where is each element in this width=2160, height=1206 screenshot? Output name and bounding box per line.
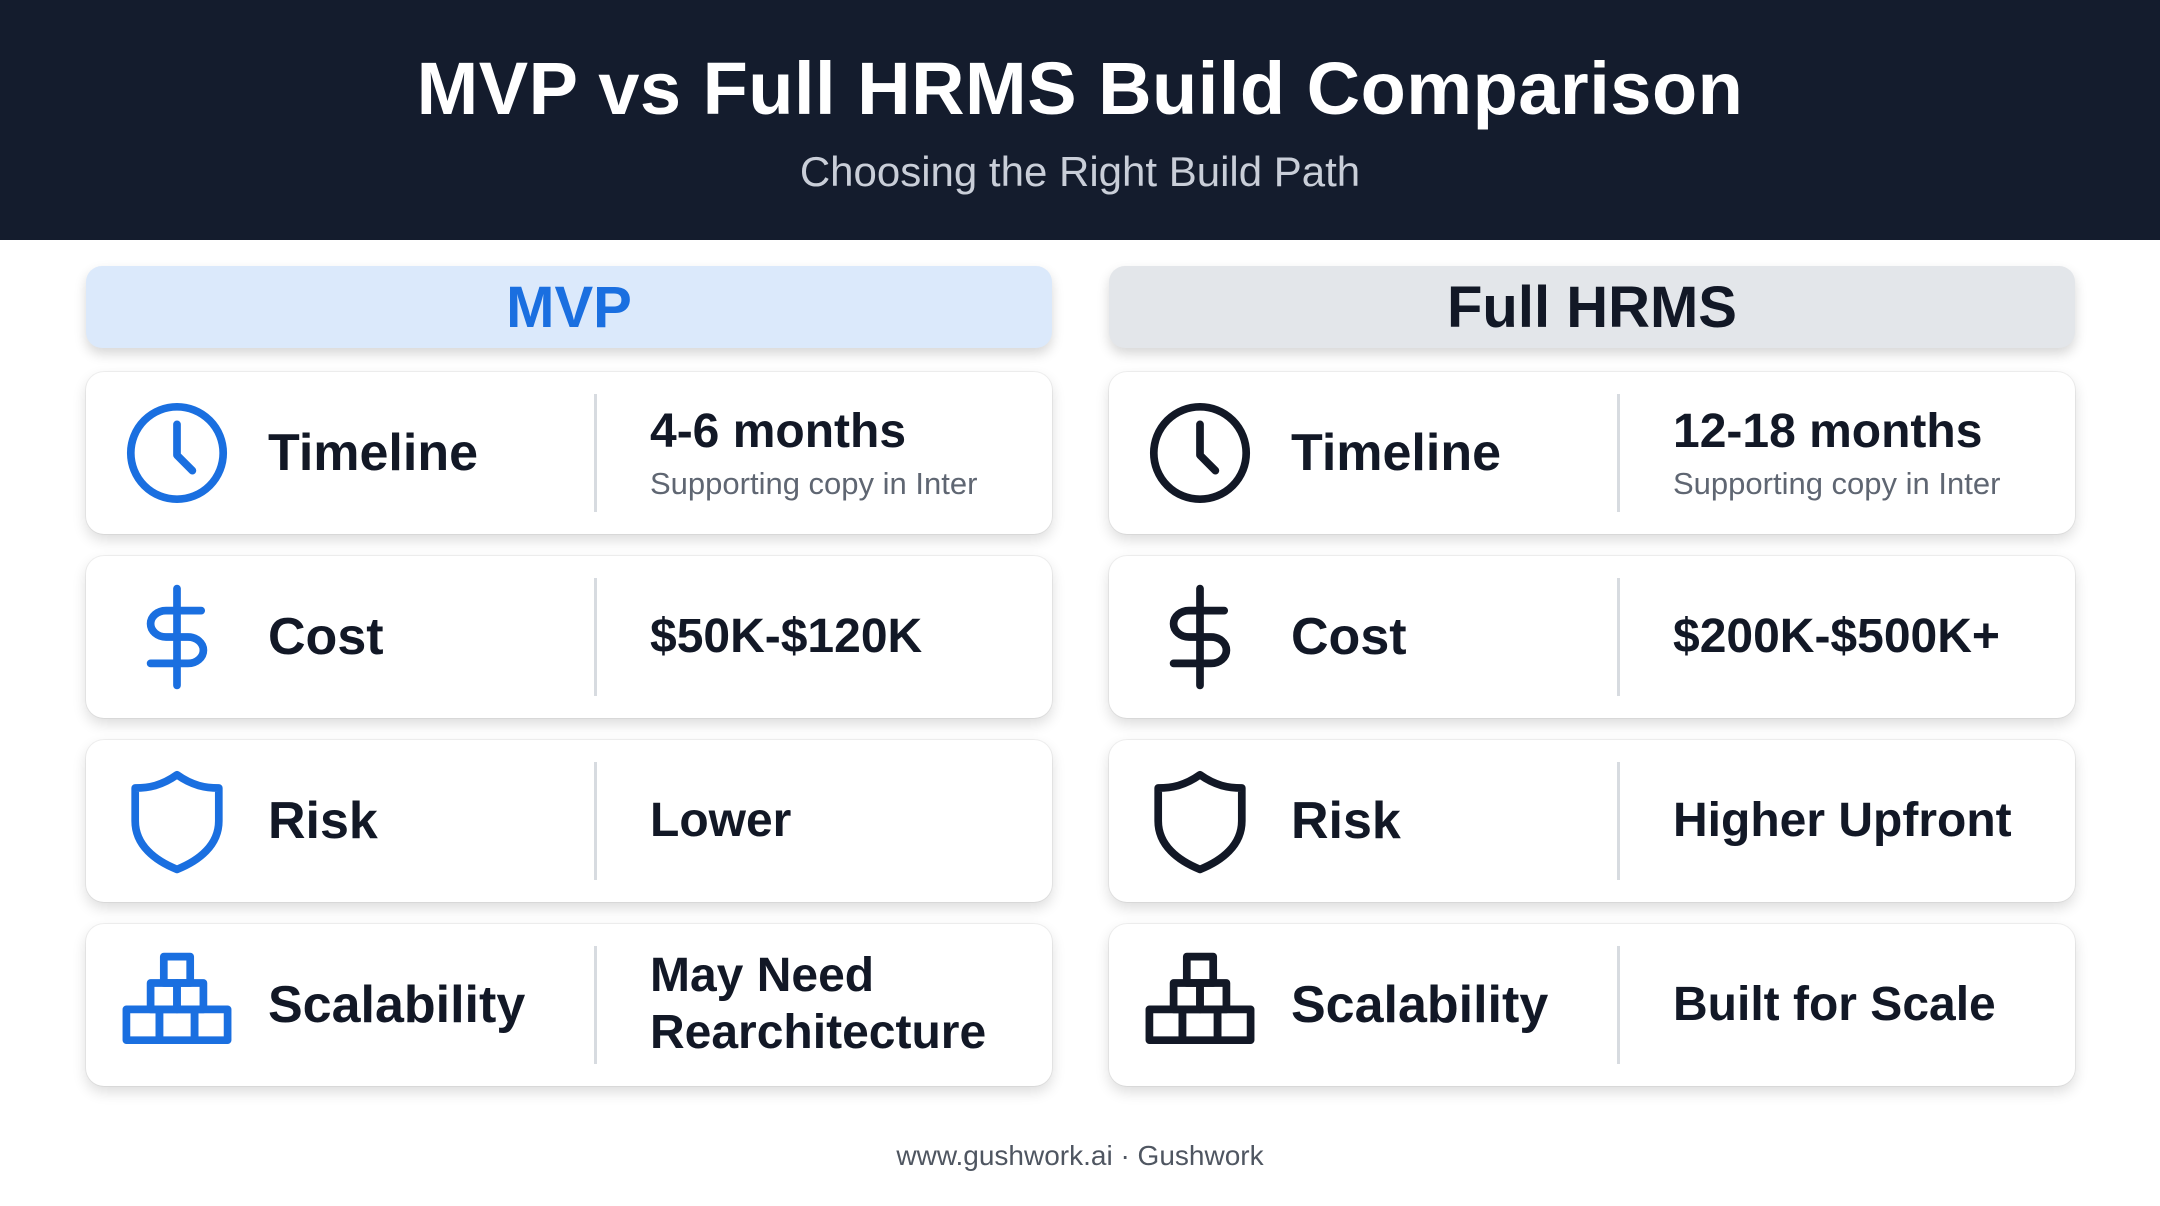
mvp-timeline-row: Timeline 4-6 months Supporting copy in I… [86, 372, 1052, 534]
row-label: Cost [1291, 608, 1407, 666]
row-value: $200K-$500K+ [1673, 609, 2000, 663]
row-divider [594, 578, 597, 696]
shield-icon [122, 766, 232, 876]
row-value: May Need Rearchitecture [650, 949, 987, 1059]
full-hrms-column: Full HRMS Timeline 12-18 months Supporti… [1109, 266, 2075, 1108]
full-risk-row: Risk Higher Upfront [1109, 740, 2075, 902]
shield-icon [1145, 766, 1255, 876]
mvp-cost-row: Cost $50K-$120K [86, 556, 1052, 718]
full-timeline-row: Timeline 12-18 months Supporting copy in… [1109, 372, 2075, 534]
row-value-group: $200K-$500K+ [1673, 556, 2055, 718]
mvp-scalability-row: Scalability May Need Rearchitecture [86, 924, 1052, 1086]
row-divider [594, 762, 597, 880]
row-label: Scalability [1291, 976, 1549, 1034]
footer-attribution: www.gushwork.ai · Gushwork [896, 1140, 1264, 1171]
row-label: Timeline [1291, 424, 1502, 482]
row-divider [1617, 578, 1620, 696]
full-hrms-column-header: Full HRMS [1109, 266, 2075, 348]
row-label: Cost [268, 608, 384, 666]
row-value: Lower [650, 793, 792, 847]
row-label: Timeline [268, 424, 479, 482]
row-value-group: Higher Upfront [1673, 740, 2055, 902]
header-banner: MVP vs Full HRMS Build Comparison Choosi… [0, 0, 2160, 240]
row-value-subtext: Supporting copy in Inter [1673, 466, 2001, 502]
row-label: Scalability [268, 976, 526, 1034]
row-value: 4-6 months [650, 404, 907, 458]
row-value-group: May Need Rearchitecture [650, 924, 1032, 1086]
mvp-risk-row: Risk Lower [86, 740, 1052, 902]
row-divider [1617, 394, 1620, 512]
mvp-column-header: MVP [86, 266, 1052, 348]
row-value-group: Lower [650, 740, 1032, 902]
row-value: Higher Upfront [1673, 793, 2012, 847]
row-value-group: 12-18 months Supporting copy in Inter [1673, 372, 2055, 534]
row-value-group: 4-6 months Supporting copy in Inter [650, 372, 1032, 534]
page-title: MVP vs Full HRMS Build Comparison [416, 47, 1744, 130]
row-value-group: Built for Scale [1673, 924, 2055, 1086]
row-divider [594, 394, 597, 512]
row-value-group: $50K-$120K [650, 556, 1032, 718]
clock-icon [1145, 398, 1255, 508]
row-label: Risk [268, 792, 378, 850]
dollar-icon [1145, 582, 1255, 692]
row-value: Built for Scale [1673, 977, 1996, 1031]
row-divider [1617, 762, 1620, 880]
mvp-column: MVP Timeline 4-6 months Supporting copy … [86, 266, 1052, 1108]
row-value: 12-18 months [1673, 404, 1983, 458]
full-scalability-row: Scalability Built for Scale [1109, 924, 2075, 1086]
dollar-icon [122, 582, 232, 692]
row-value-subtext: Supporting copy in Inter [650, 466, 978, 502]
row-divider [594, 946, 597, 1064]
row-divider [1617, 946, 1620, 1064]
full-cost-row: Cost $200K-$500K+ [1109, 556, 2075, 718]
clock-icon [122, 398, 232, 508]
row-label: Risk [1291, 792, 1401, 850]
blocks-icon [1145, 950, 1255, 1060]
page-subtitle: Choosing the Right Build Path [799, 148, 1361, 195]
blocks-icon [122, 950, 232, 1060]
row-value: $50K-$120K [650, 609, 923, 663]
